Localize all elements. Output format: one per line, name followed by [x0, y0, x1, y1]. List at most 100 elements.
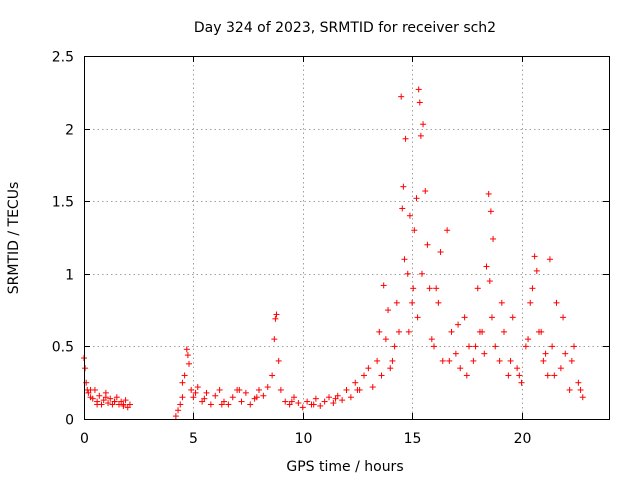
data-point	[422, 188, 429, 195]
data-point	[321, 398, 328, 405]
data-point	[330, 400, 337, 407]
data-point	[172, 413, 179, 420]
data-point	[496, 357, 503, 364]
data-point	[212, 392, 219, 399]
data-point	[247, 401, 254, 408]
data-point	[420, 121, 427, 128]
data-point	[485, 190, 492, 197]
data-point	[317, 402, 324, 409]
data-point	[288, 398, 295, 405]
data-point	[203, 389, 210, 396]
y-tick-label: 2.5	[52, 50, 74, 66]
data-point	[435, 299, 442, 306]
data-point	[256, 386, 262, 393]
data-point	[389, 357, 396, 364]
data-point	[402, 135, 409, 142]
data-point	[310, 401, 317, 408]
data-point	[483, 263, 490, 270]
data-point	[452, 350, 459, 357]
data-point	[540, 357, 547, 364]
y-tick-label: 0	[65, 413, 74, 429]
data-point	[242, 389, 249, 396]
data-point	[424, 241, 431, 248]
data-point	[343, 386, 350, 393]
data-point	[179, 394, 186, 401]
data-point	[354, 386, 361, 393]
data-point	[498, 299, 505, 306]
data-point	[406, 212, 413, 219]
data-point	[113, 394, 120, 401]
data-point	[183, 346, 190, 353]
data-point	[562, 350, 569, 357]
data-point	[94, 401, 101, 408]
data-point	[177, 401, 184, 408]
data-point	[505, 372, 512, 379]
data-point	[312, 395, 319, 402]
data-point	[533, 267, 540, 274]
data-point	[339, 397, 346, 404]
data-point	[374, 357, 381, 364]
data-point	[253, 394, 260, 401]
data-point	[414, 314, 421, 321]
data-point	[82, 365, 89, 372]
data-point	[455, 321, 462, 328]
data-point	[488, 314, 495, 321]
data-point	[352, 379, 359, 386]
data-point	[271, 336, 278, 343]
data-point	[190, 394, 197, 401]
data-point	[332, 395, 339, 402]
data-point	[264, 384, 271, 391]
data-point	[365, 365, 372, 372]
data-point	[531, 253, 538, 260]
data-point	[194, 384, 201, 391]
data-point	[184, 352, 191, 359]
data-point	[186, 360, 192, 367]
data-point	[579, 394, 586, 401]
data-point	[269, 372, 276, 379]
data-point	[282, 398, 289, 405]
data-point	[272, 315, 279, 322]
data-point	[529, 285, 536, 292]
data-point	[229, 394, 236, 401]
data-point	[472, 343, 479, 350]
grid	[84, 56, 609, 419]
data-point	[487, 208, 494, 215]
data-point	[538, 328, 545, 335]
data-point	[411, 227, 418, 234]
data-point	[400, 183, 407, 190]
data-point	[507, 357, 514, 364]
y-axis-label: SRMTID / TECUs	[6, 182, 22, 295]
data-point	[448, 328, 455, 335]
data-point	[260, 392, 267, 399]
data-point	[295, 400, 302, 407]
data-point	[446, 357, 453, 364]
data-point	[96, 392, 103, 399]
data-point	[175, 407, 182, 414]
data-point	[399, 205, 406, 212]
data-point	[410, 285, 417, 292]
data-point	[299, 404, 306, 411]
data-point	[89, 395, 96, 402]
data-point	[551, 372, 558, 379]
x-axis-label: GPS time / hours	[286, 459, 403, 475]
x-tick-label: 10	[295, 431, 313, 447]
data-point	[415, 86, 422, 93]
data-point	[516, 372, 523, 379]
data-point	[433, 285, 440, 292]
data-point	[225, 401, 232, 408]
data-point	[361, 372, 367, 379]
data-point	[401, 256, 408, 263]
data-point	[490, 235, 497, 242]
data-point	[542, 350, 549, 357]
data-point	[463, 372, 470, 379]
data-point	[509, 314, 516, 321]
data-point	[396, 328, 402, 335]
data-point	[518, 379, 525, 386]
plot-frame	[84, 56, 610, 420]
x-tick-label: 5	[189, 431, 198, 447]
data-point	[431, 343, 437, 350]
data-point	[501, 328, 507, 335]
axis-ticks: 0 0.5 1 1.5 2 2.5 0 5 10 15 20	[52, 50, 609, 447]
data-point	[188, 386, 195, 393]
